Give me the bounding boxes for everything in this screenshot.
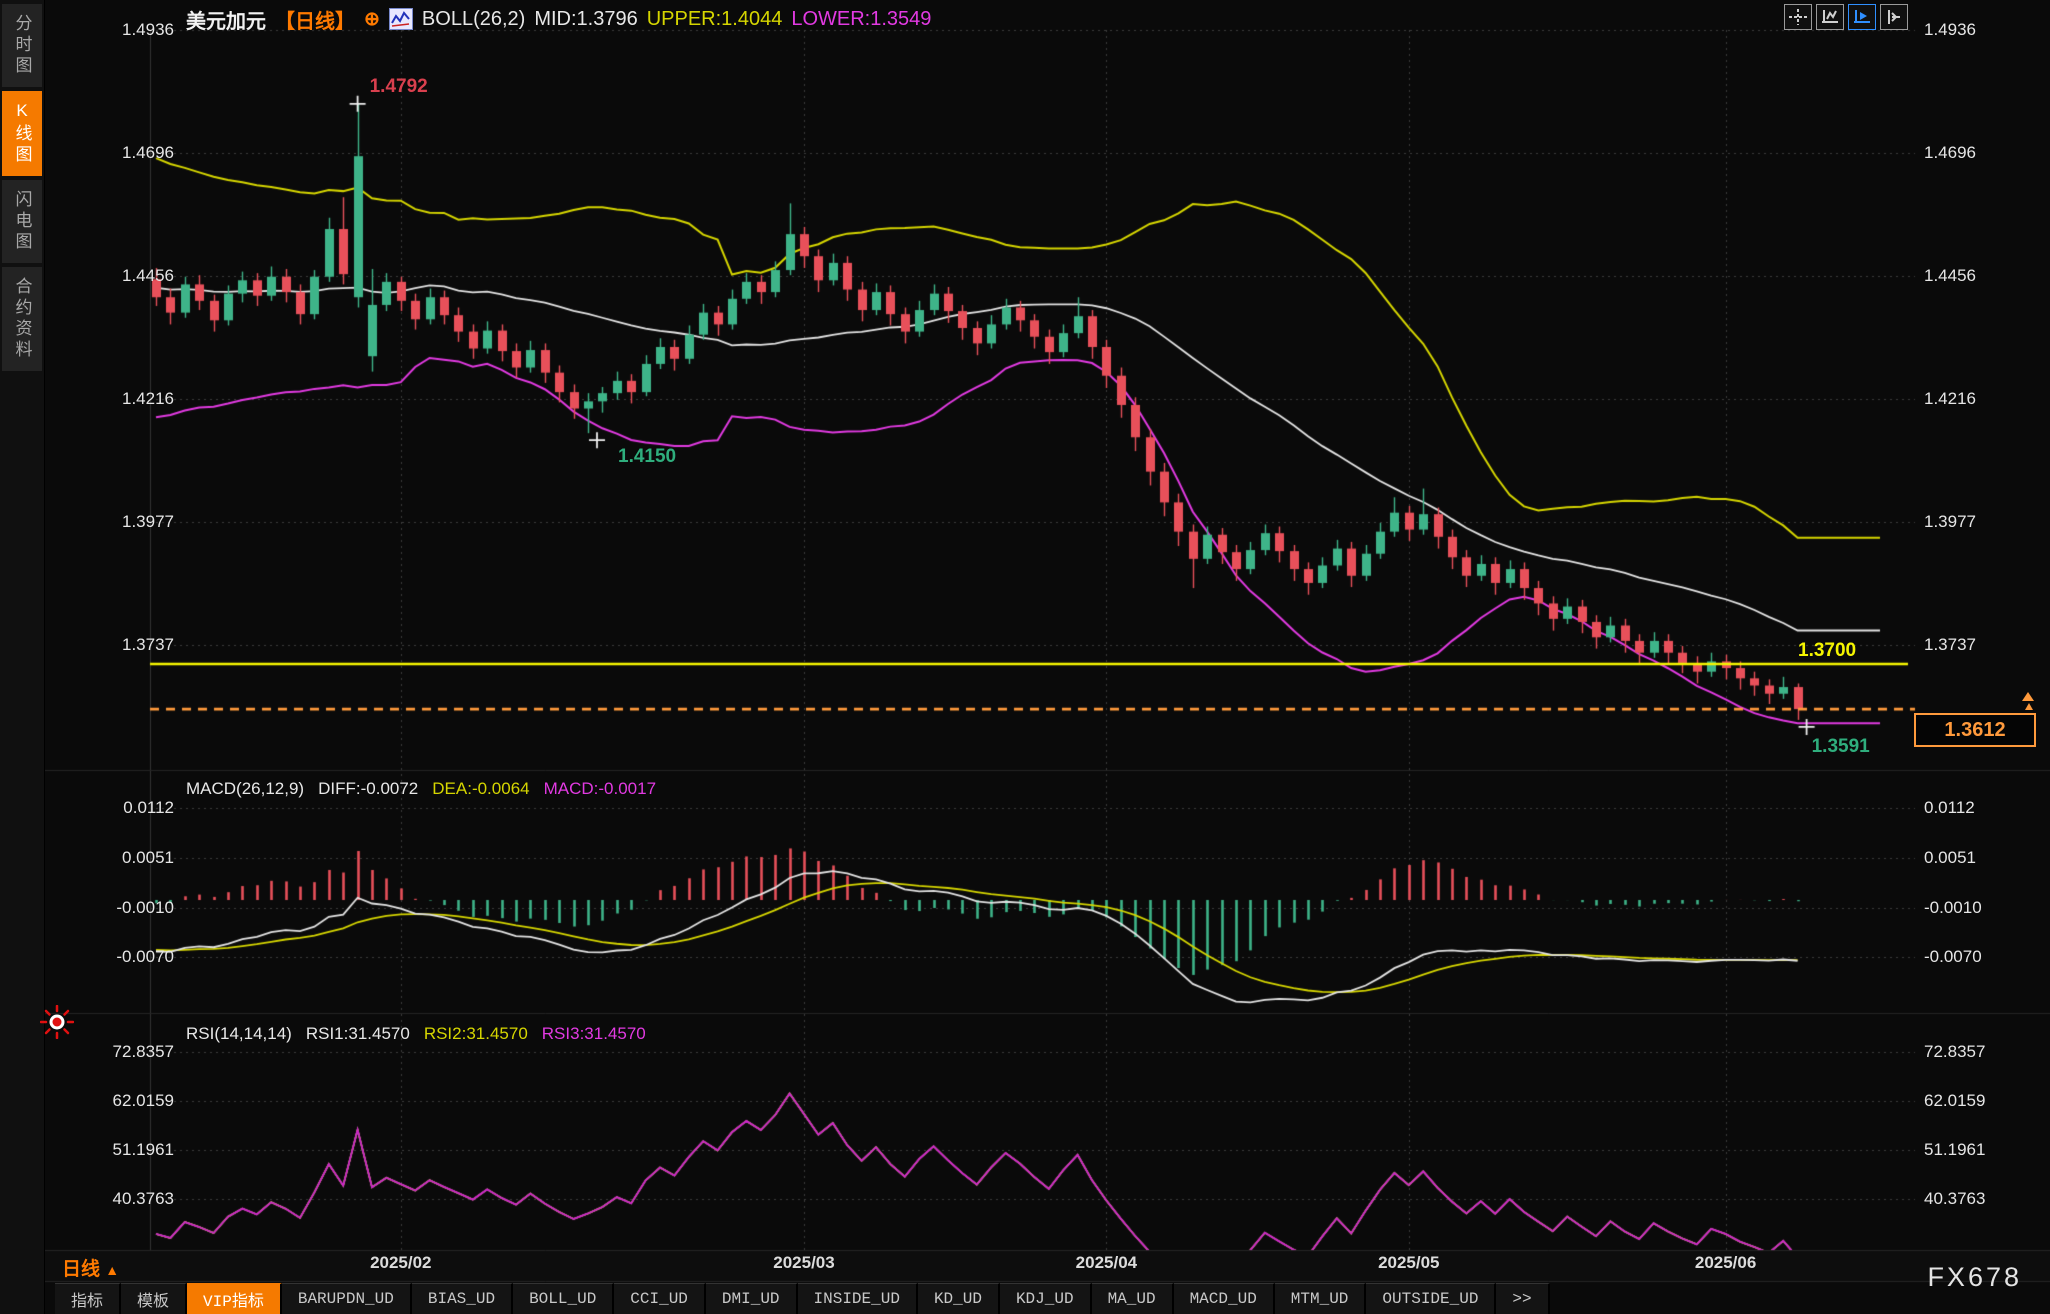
boll-upper-value: UPPER:1.4044 (646, 7, 783, 30)
indicator-chart-icon[interactable] (388, 8, 413, 30)
tab-dmi-ud[interactable]: DMI_UD (705, 1283, 798, 1314)
macd-axis-label-right: -0.0070 (1924, 947, 1982, 967)
rsi2-value: RSI2:31.4570 (423, 1024, 528, 1043)
timeframe-label: 日线 (62, 1259, 101, 1280)
price-axis-label-right: 1.4216 (1924, 389, 1976, 409)
price-axis-label-right: 1.4936 (1924, 20, 1976, 39)
tab-mtm-ud[interactable]: MTM_UD (1274, 1283, 1367, 1314)
brand-watermark: FX678 (1927, 1262, 2022, 1292)
tab-boll-ud[interactable]: BOLL_UD (513, 1283, 615, 1314)
horizontal-line-price-label: 1.3700 (1798, 639, 1857, 661)
month-axis-label: 2025/05 (1378, 1253, 1440, 1272)
tab-vip指标[interactable]: VIP指标 (187, 1283, 282, 1314)
indicator-tab-bar: 指标 模板 VIP指标 BARUPDN_UD BIAS_UD BOLL_UD CCI_UD D… (55, 1283, 1550, 1314)
alert-burst-icon[interactable] (39, 1004, 75, 1040)
macd-macd-value: MACD:-0.0017 (543, 779, 657, 798)
scroll-up-arrow-icon[interactable] (2022, 692, 2034, 701)
month-axis-label: 2025/06 (1694, 1253, 1757, 1272)
boll-lower-value: LOWER:1.3549 (791, 7, 932, 30)
rsi-axis-label-right: 51.1961 (1924, 1140, 1986, 1159)
tab-kdj-ud[interactable]: KDJ_UD (999, 1283, 1092, 1314)
macd-axis-label-right: 0.0051 (1924, 848, 1976, 868)
price-axis-label-right: 1.3977 (1924, 511, 1976, 531)
rsi-axis-label-left: 72.8357 (112, 1042, 174, 1061)
price-axis-label-left: 1.3737 (122, 635, 174, 654)
panel-layout-icon[interactable] (1880, 4, 1908, 30)
sidebar-item-1[interactable]: K线图 (2, 91, 42, 176)
month-axis-label: 2025/04 (1075, 1253, 1138, 1272)
sidebar: 分时图 K线图 闪电图 合约资料 (0, 0, 45, 1314)
sidebar-item-0[interactable]: 分时图 (2, 4, 42, 87)
tab->>[interactable]: >> (1496, 1283, 1550, 1314)
sidebar-item-2[interactable]: 闪电图 (2, 180, 42, 263)
chart-toolbar (1784, 4, 1908, 30)
price-axis-label-right: 1.3737 (1924, 635, 1976, 654)
swing-low-feb-label: 1.4150 (618, 446, 677, 468)
rsi-header: RSI(14,14,14) RSI1:31.4570 RSI2:31.4570 … (186, 1024, 646, 1044)
macd-axis-label-left: -0.0010 (116, 898, 174, 918)
rsi-axis-label-left: 51.1961 (112, 1140, 174, 1159)
timeframe-selector[interactable]: 日线 ▲ (62, 1254, 119, 1281)
macd-axis-label-right: 0.0112 (1924, 798, 1975, 818)
swing-low-jun-label: 1.3591 (1811, 735, 1870, 757)
price-axis-label-right: 1.4696 (1924, 143, 1976, 163)
price-axis-label-right: 1.4456 (1924, 266, 1976, 286)
sidebar-item-3[interactable]: 合约资料 (2, 267, 42, 371)
macd-diff-value: DIFF:-0.0072 (318, 779, 419, 798)
tab-cci-ud[interactable]: CCI_UD (614, 1283, 706, 1314)
tab-kd-ud[interactable]: KD_UD (917, 1283, 1000, 1314)
month-axis-label: 2025/02 (370, 1253, 432, 1272)
crosshair-tool-icon[interactable] (1784, 4, 1812, 30)
last-price-box: 1.3612 (1914, 713, 2036, 748)
timeframe-arrow-icon: ▲ (105, 1262, 120, 1278)
tab-bias-ud[interactable]: BIAS_UD (411, 1283, 514, 1314)
macd-params-label: MACD(26,12,9) (186, 779, 305, 798)
macd-header: MACD(26,12,9) DIFF:-0.0072 DEA:-0.0064 M… (186, 779, 656, 799)
timeframe-tag[interactable]: 【日线】 (275, 10, 355, 33)
tab-ma-ud[interactable]: MA_UD (1091, 1283, 1174, 1314)
symbol-title: 美元加元 (186, 10, 266, 33)
rsi1-value: RSI1:31.4570 (305, 1024, 410, 1043)
rsi-axis-label-left: 40.3763 (112, 1189, 174, 1208)
macd-axis-label-left: 0.0112 (123, 798, 174, 818)
macd-axis-label-left: 0.0051 (122, 848, 174, 868)
price-axis-label-left: 1.4456 (122, 266, 174, 286)
macd-dea-value: DEA:-0.0064 (432, 779, 530, 798)
tab-outside-ud[interactable]: OUTSIDE_UD (1366, 1283, 1497, 1314)
rsi-axis-label-right: 62.0159 (1924, 1091, 1986, 1110)
swing-high-label: 1.4792 (369, 75, 428, 97)
scroll-up-arrow-icon[interactable] (2025, 703, 2033, 710)
tab-macd-ud[interactable]: MACD_UD (1173, 1283, 1275, 1314)
rsi-axis-label-left: 62.0159 (112, 1091, 174, 1110)
axis-scale-right-icon[interactable] (1848, 4, 1876, 30)
rsi-params-label: RSI(14,14,14) (186, 1024, 292, 1043)
month-axis-label: 2025/03 (773, 1253, 835, 1272)
tab-inside-ud[interactable]: INSIDE_UD (797, 1283, 918, 1314)
rsi-axis-label-right: 40.3763 (1924, 1189, 1986, 1208)
rsi3-value: RSI3:31.4570 (541, 1024, 646, 1043)
chart-header: 美元加元 【日线】 ⊕ BOLL(26,2) MID:1.3796 UPPER:… (186, 6, 932, 33)
boll-mid-value: MID:1.3796 (534, 7, 638, 30)
macd-axis-label-right: -0.0010 (1924, 898, 1982, 918)
price-axis-label-left: 1.4216 (122, 389, 174, 409)
boll-params-label: BOLL(26,2) (421, 7, 526, 30)
add-compare-icon[interactable]: ⊕ (364, 8, 380, 30)
tab-模板[interactable]: 模板 (121, 1283, 188, 1314)
tab-指标[interactable]: 指标 (55, 1283, 122, 1314)
price-axis-label-left: 1.4936 (122, 20, 174, 39)
price-axis-label-left: 1.3977 (122, 511, 174, 531)
axis-scale-left-icon[interactable] (1816, 4, 1844, 30)
rsi-axis-label-right: 72.8357 (1924, 1042, 1986, 1061)
macd-axis-label-left: -0.0070 (116, 947, 174, 967)
tab-barupdn-ud[interactable]: BARUPDN_UD (281, 1283, 412, 1314)
price-axis-label-left: 1.4696 (122, 143, 174, 163)
